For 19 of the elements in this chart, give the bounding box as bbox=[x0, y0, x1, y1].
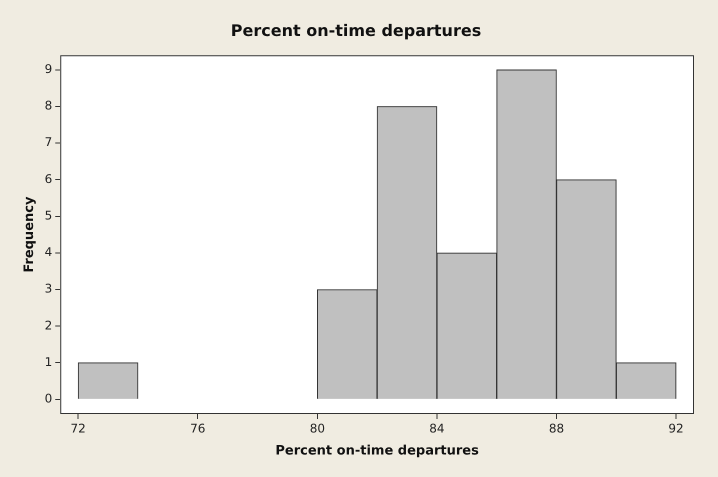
x-tick-label: 92 bbox=[668, 421, 684, 436]
x-tick-label: 76 bbox=[190, 421, 206, 436]
y-axis-title: Frequency bbox=[22, 196, 38, 273]
y-tick-label: 5 bbox=[44, 208, 52, 222]
y-tick-label: 4 bbox=[44, 245, 52, 260]
x-tick-label: 80 bbox=[310, 421, 325, 436]
y-tick-label: 8 bbox=[44, 98, 52, 113]
y-tick-label: 9 bbox=[44, 62, 52, 76]
x-axis-title: Percent on-time departures bbox=[275, 444, 480, 459]
y-tick-label: 6 bbox=[44, 172, 52, 186]
x-tick-label: 84 bbox=[429, 421, 445, 436]
y-tick-label: 3 bbox=[44, 282, 52, 296]
chart-title: Percent on-time departures bbox=[230, 20, 482, 40]
x-tick-label: 72 bbox=[70, 421, 86, 436]
x-tick-label: 88 bbox=[548, 421, 564, 436]
y-tick-label: 0 bbox=[44, 391, 52, 406]
y-tick-label: 1 bbox=[44, 354, 52, 369]
y-tick-label: 2 bbox=[44, 318, 52, 332]
y-tick-label: 7 bbox=[44, 135, 52, 150]
